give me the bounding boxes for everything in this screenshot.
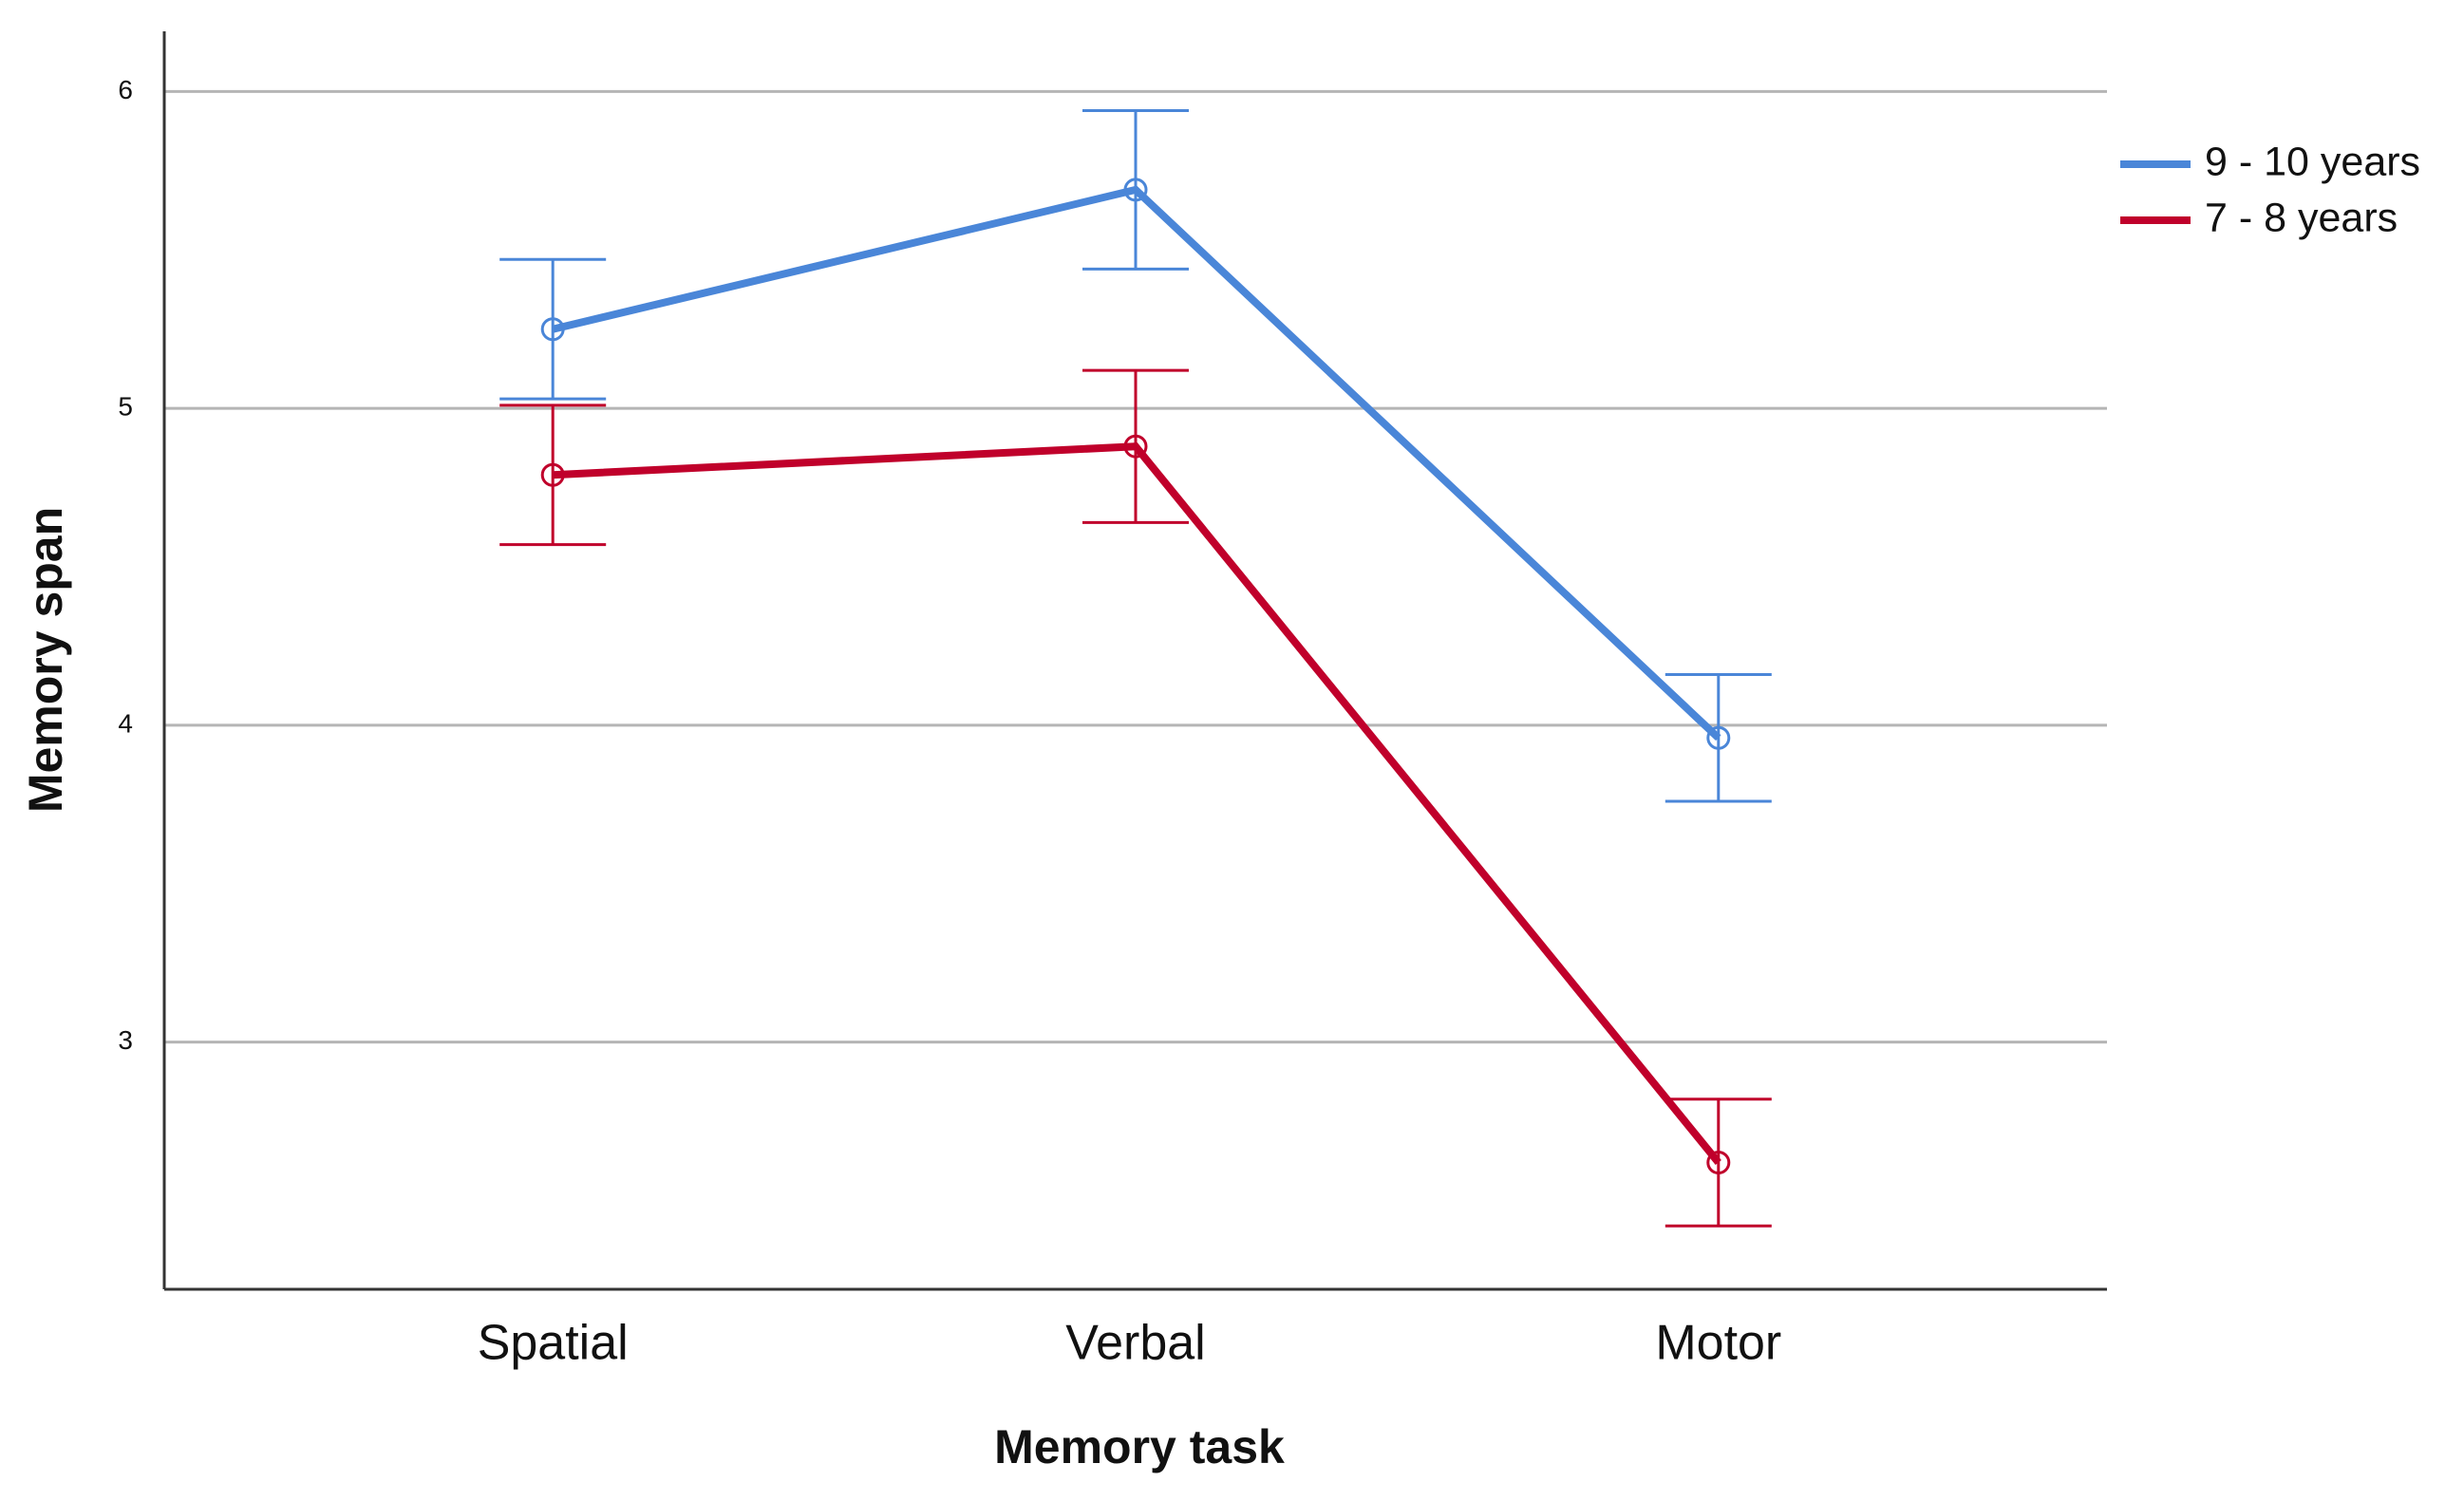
point-marker [1706, 1150, 1731, 1174]
x-tick-label: Motor [1655, 1316, 1781, 1371]
y-tick-label: 6 [118, 75, 133, 104]
point-marker [540, 317, 565, 342]
series-line [553, 442, 1721, 1166]
x-tick-label: Spatial [478, 1316, 629, 1371]
y-axis-title: Memory span [19, 507, 72, 813]
point-marker [1123, 178, 1148, 202]
y-tick-label: 4 [118, 708, 133, 738]
point-marker [1706, 725, 1731, 750]
y-tick-label: 5 [118, 392, 133, 422]
series-line [552, 185, 1721, 741]
point-marker [1123, 434, 1148, 459]
point-marker [540, 462, 565, 487]
x-axis-title: Memory task [994, 1420, 1285, 1473]
x-tick-label: Verbal [1065, 1316, 1205, 1371]
y-tick-label: 3 [118, 1025, 133, 1055]
legend-label: 9 - 10 years [2205, 139, 2420, 184]
legend-label: 7 - 8 years [2205, 195, 2398, 240]
